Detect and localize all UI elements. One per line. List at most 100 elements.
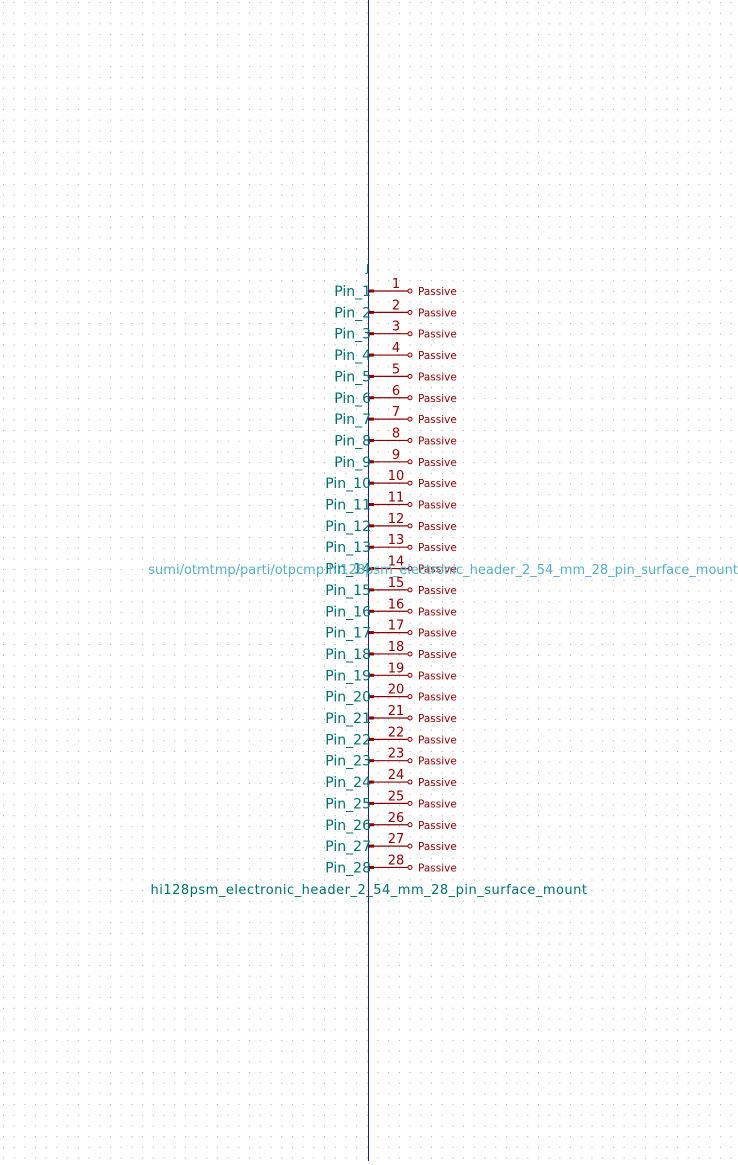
pin-type-label: Passive — [418, 649, 457, 661]
pin-name: Pin_18 — [325, 647, 371, 663]
pin-26[interactable]: 26 Pin_26 Passive — [325, 811, 457, 834]
pin-24[interactable]: 24 Pin_24 Passive — [325, 768, 457, 791]
pin-connection-point[interactable] — [407, 523, 413, 529]
pin-connection-point[interactable] — [407, 715, 413, 721]
pin-type-label: Passive — [418, 841, 457, 853]
pin-number: 5 — [392, 362, 400, 377]
pin-connection-point[interactable] — [407, 822, 413, 828]
pin-13[interactable]: 13 Pin_13 Passive — [325, 533, 457, 556]
pin-type-label: Passive — [418, 606, 457, 618]
pin-connection-point[interactable] — [407, 352, 413, 358]
pin-connection-point[interactable] — [407, 651, 413, 657]
pin-connection-point[interactable] — [407, 309, 413, 315]
pin-connection-point[interactable] — [407, 694, 413, 700]
pin-number: 4 — [392, 341, 400, 356]
pin-number: 19 — [388, 661, 405, 676]
pin-1[interactable]: 1 Pin_1 Passive — [334, 277, 457, 300]
pin-connection-point[interactable] — [407, 437, 413, 443]
pin-connection-point[interactable] — [407, 779, 413, 785]
pin-type-label: Passive — [418, 585, 457, 597]
pin-name: Pin_27 — [325, 839, 371, 855]
pin-connection-point[interactable] — [407, 288, 413, 294]
pin-number: 17 — [388, 619, 405, 634]
pin-number: 23 — [388, 747, 405, 762]
pin-connection-point[interactable] — [407, 416, 413, 422]
pin-name: Pin_13 — [325, 540, 371, 556]
pin-23[interactable]: 23 Pin_23 Passive — [325, 747, 457, 770]
pin-name: Pin_23 — [325, 754, 371, 770]
pin-connection-point[interactable] — [407, 800, 413, 806]
pin-connection-point[interactable] — [407, 736, 413, 742]
pin-9[interactable]: 9 Pin_9 Passive — [334, 448, 457, 471]
pin-connection-point[interactable] — [407, 459, 413, 465]
pin-connection-point[interactable] — [407, 672, 413, 678]
pin-4[interactable]: 4 Pin_4 Passive — [334, 341, 457, 364]
pin-15[interactable]: 15 Pin_15 Passive — [325, 576, 457, 599]
reference-designator[interactable]: J — [365, 262, 369, 275]
pin-17[interactable]: 17 Pin_17 Passive — [325, 619, 457, 642]
pin-16[interactable]: 16 Pin_16 Passive — [325, 597, 457, 620]
pin-type-label: Passive — [418, 777, 457, 789]
pin-14[interactable]: 14 Pin_14 Passive — [325, 555, 457, 578]
pin-12[interactable]: 12 Pin_12 Passive — [325, 512, 457, 535]
footprint-field[interactable]: sumi/otmtmp/parti/otpcmp:hi128psm_electr… — [148, 563, 738, 578]
pin-connection-point[interactable] — [407, 843, 413, 849]
value-field[interactable]: hi128psm_electronic_header_2_54_mm_28_pi… — [150, 883, 587, 898]
pin-number: 18 — [388, 640, 405, 655]
pin-name: Pin_10 — [325, 476, 371, 492]
pin-name: Pin_1 — [334, 284, 371, 300]
pin-number: 12 — [388, 512, 405, 527]
pin-connection-point[interactable] — [407, 587, 413, 593]
pin-19[interactable]: 19 Pin_19 Passive — [325, 661, 457, 684]
pin-type-label: Passive — [418, 628, 457, 640]
pin-type-label: Passive — [418, 457, 457, 469]
pin-3[interactable]: 3 Pin_3 Passive — [334, 320, 457, 343]
pin-2[interactable]: 2 Pin_2 Passive — [334, 298, 457, 321]
pin-number: 2 — [392, 298, 400, 313]
pin-name: Pin_26 — [325, 818, 371, 834]
pin-number: 13 — [388, 533, 405, 548]
pin-28[interactable]: 28 Pin_28 Passive — [325, 853, 457, 876]
pin-5[interactable]: 5 Pin_5 Passive — [334, 362, 457, 385]
pin-connection-point[interactable] — [407, 544, 413, 550]
pin-11[interactable]: 11 Pin_11 Passive — [325, 491, 457, 514]
pin-type-label: Passive — [418, 521, 457, 533]
pin-number: 6 — [392, 384, 400, 399]
pin-connection-point[interactable] — [407, 373, 413, 379]
pin-type-label: Passive — [418, 713, 457, 725]
pin-name: Pin_15 — [325, 583, 371, 599]
pin-connection-point[interactable] — [407, 864, 413, 870]
pin-6[interactable]: 6 Pin_6 Passive — [334, 384, 457, 407]
pin-name: Pin_22 — [325, 732, 371, 748]
pin-connection-point[interactable] — [407, 395, 413, 401]
pin-27[interactable]: 27 Pin_27 Passive — [325, 832, 457, 855]
pin-22[interactable]: 22 Pin_22 Passive — [325, 725, 457, 748]
pin-number: 7 — [392, 405, 400, 420]
pin-connection-point[interactable] — [407, 331, 413, 337]
pin-name: Pin_7 — [334, 412, 371, 428]
pin-type-label: Passive — [418, 478, 457, 490]
pin-type-label: Passive — [418, 286, 457, 298]
pin-21[interactable]: 21 Pin_21 Passive — [325, 704, 457, 727]
pin-7[interactable]: 7 Pin_7 Passive — [334, 405, 457, 428]
pin-name: Pin_5 — [334, 369, 371, 385]
pin-10[interactable]: 10 Pin_10 Passive — [325, 469, 457, 492]
pin-connection-point[interactable] — [407, 566, 413, 572]
pin-name: Pin_14 — [325, 562, 371, 578]
pin-connection-point[interactable] — [407, 630, 413, 636]
pin-18[interactable]: 18 Pin_18 Passive — [325, 640, 457, 663]
pin-25[interactable]: 25 Pin_25 Passive — [325, 789, 457, 812]
pin-8[interactable]: 8 Pin_8 Passive — [334, 426, 457, 449]
pin-type-label: Passive — [418, 862, 457, 874]
pin-connection-point[interactable] — [407, 758, 413, 764]
pin-20[interactable]: 20 Pin_20 Passive — [325, 683, 457, 706]
pin-connection-point[interactable] — [407, 480, 413, 486]
pin-connection-point[interactable] — [407, 502, 413, 507]
pin-number: 27 — [388, 832, 405, 847]
pin-number: 21 — [388, 704, 405, 719]
pin-type-label: Passive — [418, 500, 457, 512]
pin-name: Pin_21 — [325, 711, 371, 727]
pin-connection-point[interactable] — [407, 608, 413, 614]
